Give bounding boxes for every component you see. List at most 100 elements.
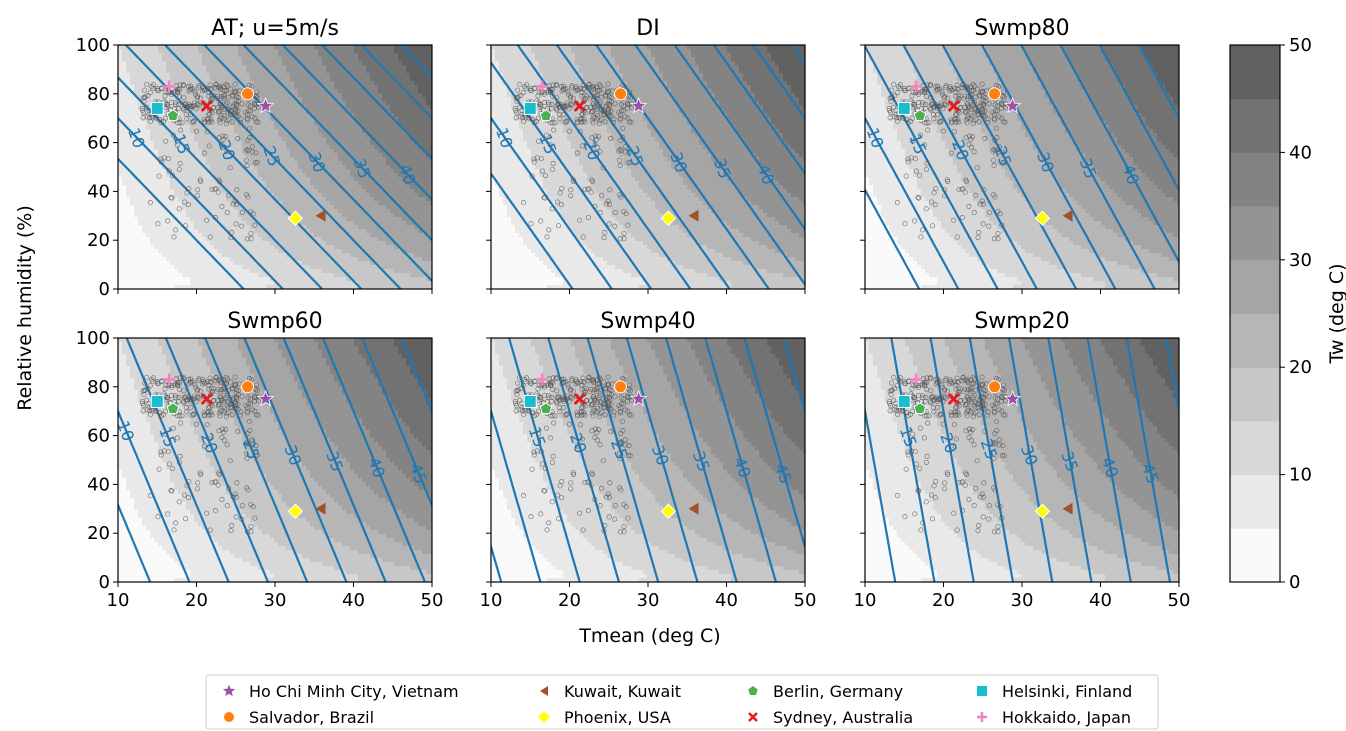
tw-band-cell <box>386 109 391 114</box>
tw-band-cell <box>190 93 195 98</box>
tw-band-cell <box>242 77 247 82</box>
tw-band-cell <box>402 93 407 98</box>
tw-band-cell <box>154 185 159 190</box>
tw-band-cell <box>422 177 427 182</box>
tw-band-cell <box>246 221 251 226</box>
tw-band-cell <box>222 77 227 82</box>
tw-band-cell <box>378 213 383 218</box>
tw-band-cell <box>306 113 311 118</box>
tw-band-cell <box>326 229 331 234</box>
tw-band-cell <box>410 161 415 166</box>
tw-band-cell <box>378 129 383 134</box>
tw-band-cell <box>138 113 143 118</box>
tw-band-cell <box>366 53 371 58</box>
tw-band-cell <box>298 149 303 154</box>
tw-band-cell <box>390 245 395 250</box>
tw-band-cell <box>242 261 247 266</box>
tw-band-cell <box>418 197 423 202</box>
tw-band-cell <box>406 197 411 202</box>
tw-band-cell <box>278 73 283 78</box>
tw-band-cell <box>126 225 131 230</box>
tw-band-cell <box>354 85 359 90</box>
tw-band-cell <box>430 149 432 154</box>
tw-band-cell <box>418 45 423 50</box>
tw-band-cell <box>334 77 339 82</box>
tw-band-cell <box>130 57 135 62</box>
tw-band-cell <box>422 157 427 162</box>
tw-band-cell <box>154 161 159 166</box>
tw-band-cell <box>118 285 123 289</box>
tw-band-cell <box>326 205 331 210</box>
tw-band-cell <box>162 285 167 289</box>
scatter-point <box>168 90 174 96</box>
tw-band-cell <box>250 225 255 230</box>
tw-band-cell <box>190 73 195 78</box>
tw-band-cell <box>266 233 271 238</box>
tw-band-cell <box>398 261 403 266</box>
tw-band-cell <box>418 49 423 54</box>
tw-band-cell <box>362 133 367 138</box>
tw-band-cell <box>122 153 127 158</box>
tw-band-cell <box>134 157 139 162</box>
tw-band-cell <box>150 177 155 182</box>
tw-band-cell <box>238 225 243 230</box>
tw-band-cell <box>374 61 379 66</box>
tw-band-cell <box>190 225 195 230</box>
tw-band-cell <box>194 233 199 238</box>
tw-band-cell <box>350 161 355 166</box>
tw-band-cell <box>146 45 151 50</box>
tw-band-cell <box>314 209 319 214</box>
tw-band-cell <box>382 241 387 246</box>
tw-band-cell <box>354 177 359 182</box>
tw-band-cell <box>426 77 431 82</box>
tw-band-cell <box>378 189 383 194</box>
tw-band-cell <box>374 269 379 274</box>
tw-band-cell <box>118 177 123 182</box>
tw-band-cell <box>274 49 279 54</box>
tw-band-cell <box>150 285 155 289</box>
tw-band-cell <box>230 49 235 54</box>
tw-band-cell <box>222 193 227 198</box>
tw-band-cell <box>410 189 415 194</box>
tw-band-cell <box>142 137 147 142</box>
tw-band-cell <box>274 257 279 262</box>
tw-band-cell <box>226 241 231 246</box>
tw-band-cell <box>338 97 343 102</box>
tw-band-cell <box>426 129 431 134</box>
tw-band-cell <box>122 133 127 138</box>
tw-band-cell <box>410 121 415 126</box>
scatter-point <box>215 93 221 99</box>
tw-band-cell <box>330 109 335 114</box>
tw-band-cell <box>370 61 375 66</box>
tw-band-cell <box>134 185 139 190</box>
tw-band-cell <box>366 217 371 222</box>
tw-band-cell <box>378 97 383 102</box>
tw-band-cell <box>194 181 199 186</box>
tw-band-cell <box>334 65 339 70</box>
tw-band-cell <box>334 213 339 218</box>
tw-band-cell <box>206 145 211 150</box>
tw-band-cell <box>150 185 155 190</box>
tw-band-cell <box>198 189 203 194</box>
tw-band-cell <box>334 249 339 254</box>
tw-band-cell <box>154 193 159 198</box>
tw-band-cell <box>382 73 387 78</box>
tw-band-cell <box>230 229 235 234</box>
tw-band-cell <box>390 141 395 146</box>
tw-band-cell <box>402 85 407 90</box>
tw-band-cell <box>430 105 432 110</box>
tw-band-cell <box>190 133 195 138</box>
tw-band-cell <box>362 285 367 289</box>
tw-band-cell <box>310 93 315 98</box>
tw-band-cell <box>314 261 319 266</box>
tw-band-cell <box>230 285 235 289</box>
tw-band-cell <box>346 133 351 138</box>
tw-band-cell <box>426 189 431 194</box>
tw-band-cell <box>418 253 423 258</box>
tw-band-cell <box>178 65 183 70</box>
tw-band-cell <box>294 45 299 50</box>
tw-band-cell <box>242 69 247 74</box>
tw-band-cell <box>174 233 179 238</box>
tw-band-cell <box>298 281 303 286</box>
tw-band-cell <box>162 149 167 154</box>
